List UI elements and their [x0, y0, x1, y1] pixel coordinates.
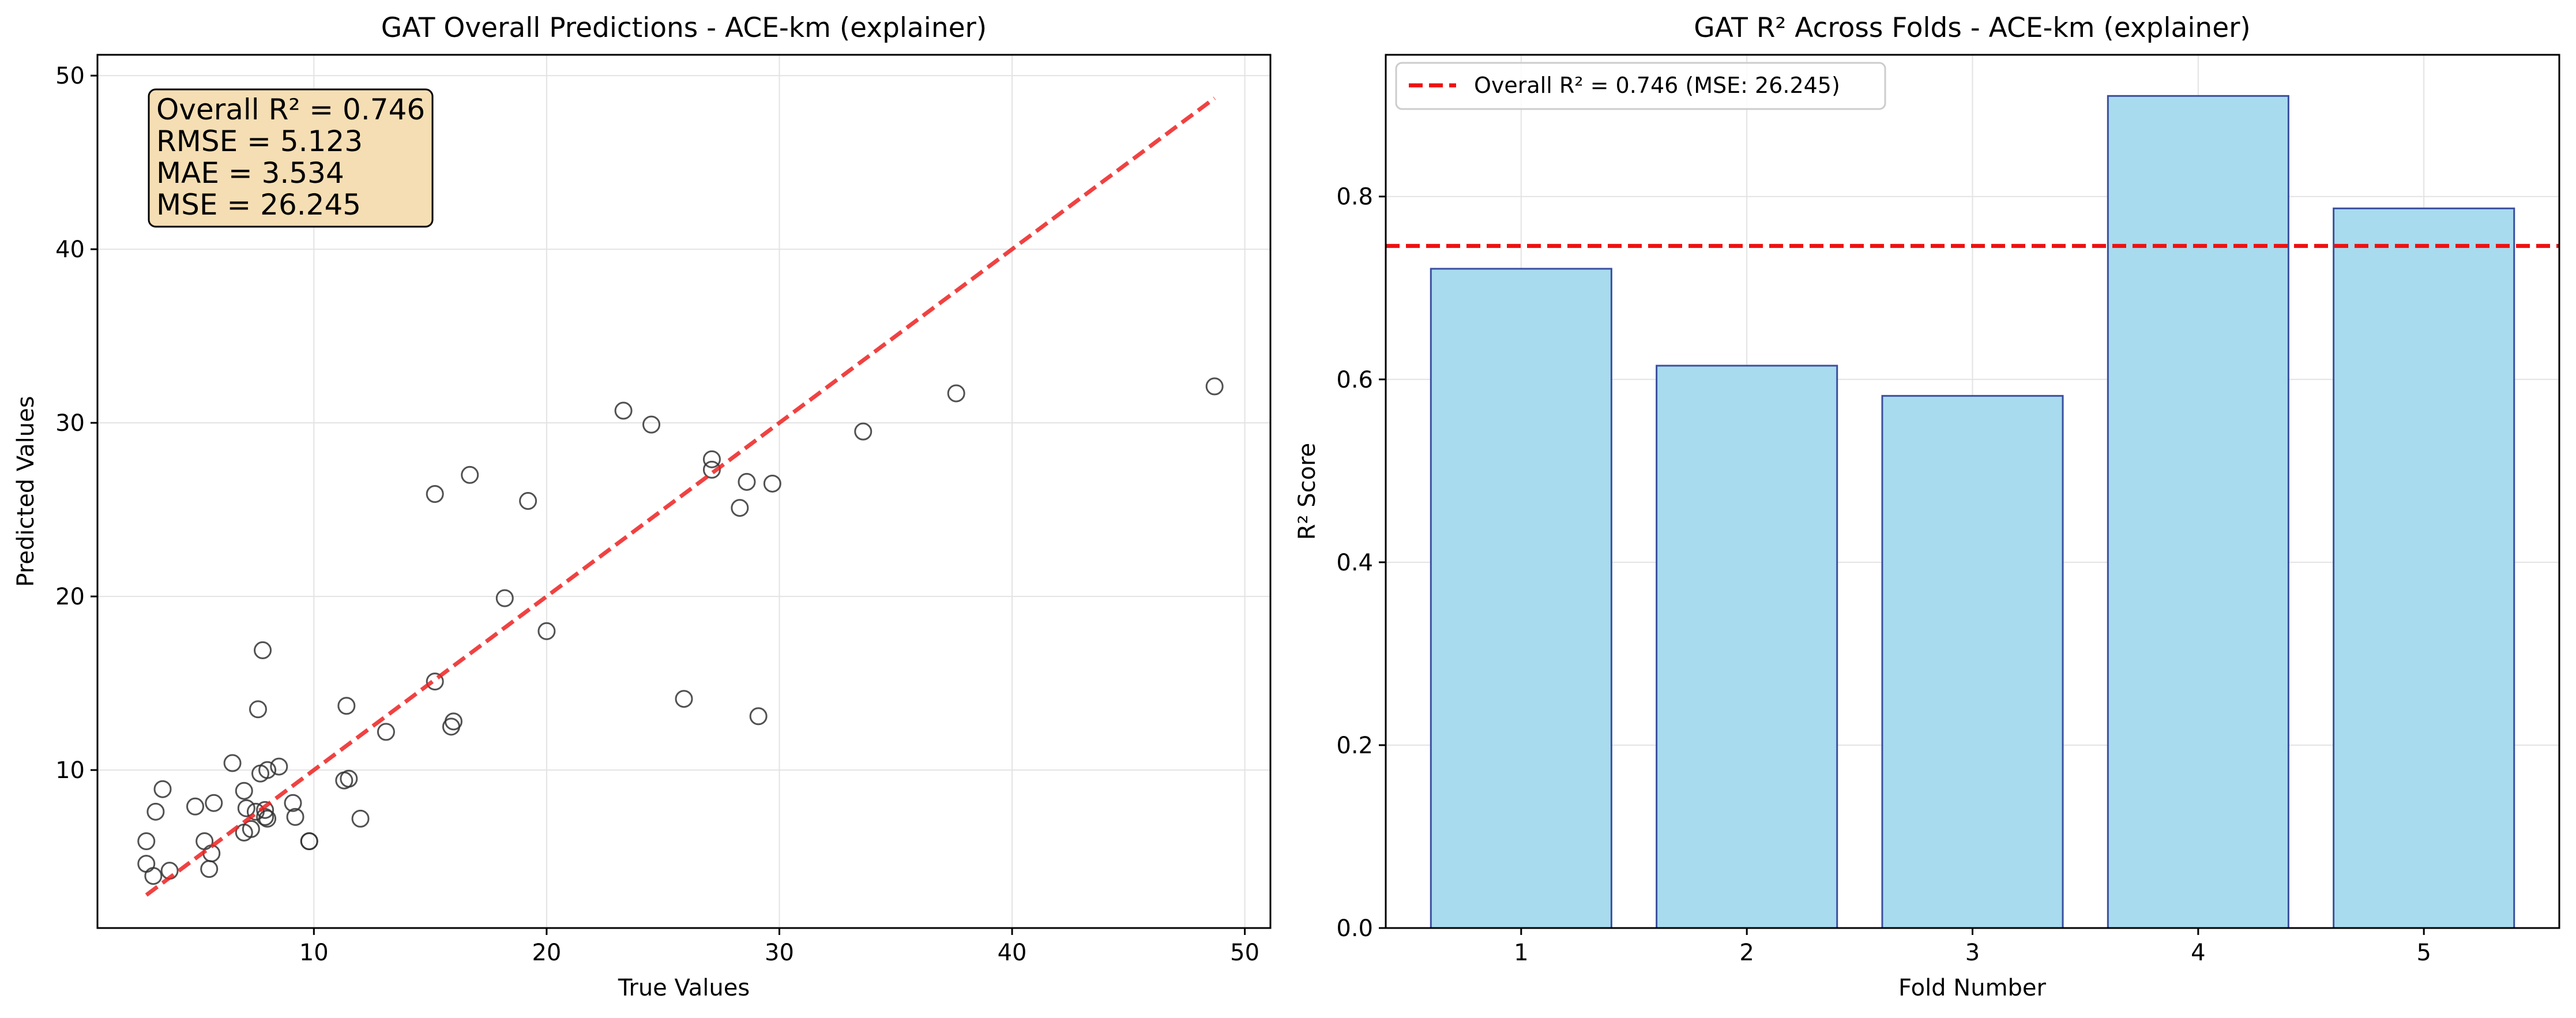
- bar-x-tick-label: 3: [1965, 940, 1980, 966]
- scatter-point: [258, 761, 277, 779]
- bar-fold-5: [2333, 207, 2515, 929]
- bar-y-tick-label: 0.2: [1336, 732, 1373, 759]
- bar-fold-3: [1881, 395, 2064, 929]
- bar-fold-2: [1656, 365, 1838, 929]
- scatter-point: [200, 860, 219, 878]
- scatter-point: [340, 769, 358, 788]
- bar-y-axis-label: R² Score: [1294, 443, 1321, 540]
- scatter-points: [137, 377, 1224, 885]
- scatter-point: [284, 794, 302, 812]
- scatter-x-axis-label: True Values: [618, 975, 750, 1001]
- bar-y-tick-label: 0.6: [1336, 367, 1373, 393]
- bar-x-axis-ticks: 1 2 3 4 5: [1514, 928, 2431, 966]
- scatter-point: [286, 807, 304, 826]
- scatter-point: [137, 855, 156, 873]
- scatter-point: [377, 723, 395, 741]
- scatter-point: [1205, 377, 1224, 396]
- scatter-point: [195, 832, 214, 851]
- scatter-point: [749, 707, 768, 726]
- stats-annotation-box: Overall R² = 0.746 RMSE = 5.123 MAE = 3.…: [148, 88, 434, 228]
- scatter-point: [237, 799, 255, 817]
- scatter-y-axis-label: Predicted Values: [13, 396, 39, 587]
- legend-label: Overall R² = 0.746 (MSE: 26.245): [1474, 73, 1840, 98]
- scatter-point: [137, 832, 156, 851]
- scatter-point: [258, 809, 277, 828]
- scatter-point: [702, 460, 721, 479]
- scatter-x-tick-label: 10: [299, 940, 329, 966]
- scatter-y-axis-ticks: 10 20 30 40 50: [55, 63, 97, 784]
- scatter-point: [242, 820, 260, 838]
- scatter-x-tick-label: 40: [998, 940, 1027, 966]
- bar-y-tick-label: 0.0: [1336, 915, 1373, 942]
- scatter-y-tick-label: 50: [55, 63, 85, 89]
- scatter-grid: [97, 55, 1270, 928]
- stats-box-background: [148, 88, 434, 228]
- bar-title: GAT R² Across Folds - ACE-km (explainer): [1694, 12, 2251, 44]
- bar-series: [1430, 95, 2515, 929]
- scatter-fit-line: [145, 96, 1216, 897]
- scatter-point: [947, 384, 965, 403]
- legend-box: [1395, 62, 1886, 110]
- bar-fold-1: [1430, 268, 1612, 929]
- scatter-point: [153, 780, 172, 798]
- bar-y-axis-ticks: 0.0 0.2 0.4 0.6 0.8: [1336, 184, 1386, 942]
- scatter-point: [614, 401, 633, 420]
- scatter-point: [675, 690, 693, 708]
- scatter-panel: GAT Overall Predictions - ACE-km (explai…: [13, 12, 1272, 1001]
- scatter-point: [642, 415, 660, 434]
- bar-x-tick-label: 2: [1739, 940, 1754, 966]
- scatter-point: [426, 485, 444, 504]
- scatter-point: [205, 794, 223, 812]
- scatter-plot-frame: [96, 54, 1272, 929]
- stats-r2: Overall R² = 0.746: [156, 93, 425, 126]
- scatter-point: [702, 450, 721, 468]
- scatter-point: [270, 757, 288, 776]
- bar-plot-frame: [1385, 54, 2560, 929]
- scatter-point: [202, 844, 221, 863]
- scatter-point: [519, 492, 537, 510]
- scatter-point: [337, 697, 356, 715]
- scatter-point: [300, 832, 318, 851]
- scatter-y-tick-label: 30: [55, 410, 85, 437]
- scatter-point: [144, 867, 163, 885]
- bar-x-tick-label: 4: [2191, 940, 2205, 966]
- scatter-point: [461, 465, 479, 484]
- stats-mse: MSE = 26.245: [156, 188, 361, 221]
- bar-panel: GAT R² Across Folds - ACE-km (explainer)…: [1294, 12, 2560, 1001]
- scatter-point: [495, 589, 514, 607]
- scatter-point: [738, 472, 756, 491]
- scatter-point: [186, 797, 204, 816]
- scatter-x-tick-label: 20: [532, 940, 561, 966]
- scatter-y-tick-label: 40: [55, 236, 85, 263]
- bar-fold-4: [2107, 95, 2289, 929]
- bar-y-tick-label: 0.8: [1336, 184, 1373, 211]
- scatter-x-tick-label: 30: [765, 940, 794, 966]
- scatter-point: [254, 641, 272, 659]
- scatter-point: [223, 754, 242, 772]
- scatter-point: [426, 673, 444, 691]
- stats-rmse: RMSE = 5.123: [156, 125, 363, 158]
- bar-legend: Overall R² = 0.746 (MSE: 26.245): [1395, 62, 1886, 110]
- bar-x-tick-label: 5: [2416, 940, 2431, 966]
- scatter-point: [249, 700, 267, 719]
- stats-mae: MAE = 3.534: [156, 156, 344, 190]
- scatter-y-tick-label: 10: [55, 757, 85, 784]
- bar-x-tick-label: 1: [1514, 940, 1528, 966]
- scatter-point: [146, 802, 165, 821]
- bar-y-tick-label: 0.4: [1336, 550, 1373, 576]
- scatter-point: [854, 422, 873, 441]
- scatter-x-axis-ticks: 10 20 30 40 50: [299, 928, 1259, 966]
- scatter-point: [537, 622, 556, 640]
- scatter-point: [351, 809, 370, 828]
- scatter-y-tick-label: 20: [55, 584, 85, 610]
- scatter-x-tick-label: 50: [1230, 940, 1259, 966]
- scatter-point: [235, 782, 253, 800]
- scatter-point: [731, 499, 749, 517]
- scatter-point: [763, 474, 781, 493]
- scatter-point: [256, 801, 274, 819]
- scatter-title: GAT Overall Predictions - ACE-km (explai…: [381, 12, 987, 44]
- scatter-point: [444, 712, 462, 731]
- bar-x-axis-label: Fold Number: [1898, 975, 2047, 1001]
